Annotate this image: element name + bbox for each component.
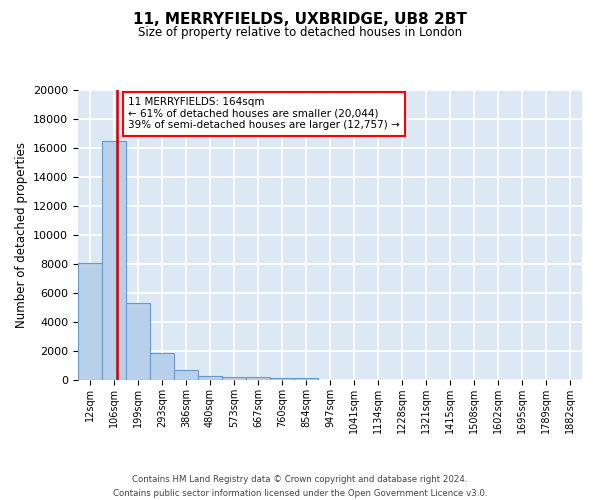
Bar	[150, 353, 174, 380]
Bar	[78, 262, 102, 380]
Bar	[270, 378, 294, 380]
Bar	[174, 370, 198, 380]
Y-axis label: Number of detached properties: Number of detached properties	[14, 142, 28, 328]
Bar	[294, 378, 318, 380]
Bar	[102, 141, 126, 380]
Text: Contains HM Land Registry data © Crown copyright and database right 2024.
Contai: Contains HM Land Registry data © Crown c…	[113, 476, 487, 498]
Text: 11 MERRYFIELDS: 164sqm
← 61% of detached houses are smaller (20,044)
39% of semi: 11 MERRYFIELDS: 164sqm ← 61% of detached…	[128, 97, 400, 130]
Bar	[126, 303, 150, 380]
Bar	[222, 377, 246, 380]
Bar	[246, 378, 270, 380]
Bar	[198, 376, 222, 380]
Text: Size of property relative to detached houses in London: Size of property relative to detached ho…	[138, 26, 462, 39]
Text: 11, MERRYFIELDS, UXBRIDGE, UB8 2BT: 11, MERRYFIELDS, UXBRIDGE, UB8 2BT	[133, 12, 467, 28]
